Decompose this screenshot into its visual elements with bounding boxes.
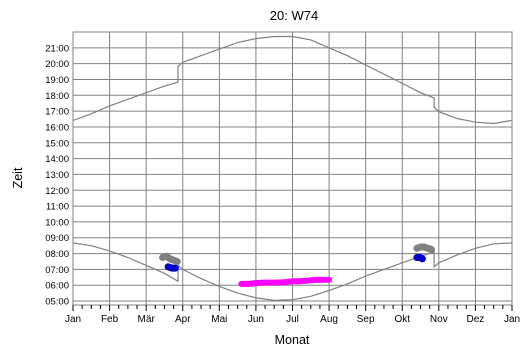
x-tick-label: Jul <box>286 314 299 325</box>
gray-cluster <box>413 243 435 254</box>
x-tick-label: Jan <box>65 314 81 325</box>
sunset-line <box>72 35 513 125</box>
y-tick-label: 17:00 <box>45 107 69 118</box>
blue-cluster <box>413 254 426 263</box>
x-tick-label: Feb <box>101 314 119 325</box>
x-axis-label: Monat <box>275 333 310 347</box>
y-tick-label: 12:00 <box>45 186 69 197</box>
y-tick-label: 15:00 <box>45 138 69 149</box>
x-ticks: Jan Feb Mär Apr Mai Jun Jul Aug Sep Okt Nov Dez Jan <box>65 305 520 325</box>
x-tick-label: Jun <box>248 314 264 325</box>
sunrise-line <box>72 242 513 301</box>
y-tick-label: 21:00 <box>45 43 69 54</box>
x-tick-label: Nov <box>430 314 448 325</box>
y-tick-label: 16:00 <box>45 122 69 133</box>
x-tick-label: Okt <box>394 314 410 325</box>
x-tick-label: Mai <box>211 314 227 325</box>
y-tick-label: 11:00 <box>46 202 69 213</box>
x-tick-label: Aug <box>320 314 338 325</box>
x-tick-label: Dez <box>467 314 485 325</box>
y-tick-label: 20:00 <box>45 59 69 70</box>
y-tick-label: 18:00 <box>45 91 69 102</box>
x-tick-label: Jan <box>504 314 520 325</box>
x-tick-label: Apr <box>175 314 191 325</box>
y-tick-label: 07:00 <box>45 265 69 276</box>
grid <box>72 32 513 305</box>
y-tick-label: 09:00 <box>45 233 69 244</box>
y-tick-label: 14:00 <box>45 154 69 165</box>
series-lines <box>72 35 513 301</box>
y-tick-label: 10:00 <box>45 217 69 228</box>
x-tick-label: Sep <box>357 314 375 325</box>
magenta-cluster <box>238 276 333 287</box>
blue-cluster <box>164 263 179 272</box>
y-tick-label: 06:00 <box>45 281 69 292</box>
y-tick-label: 19:00 <box>45 75 69 86</box>
gray-cluster <box>159 252 181 265</box>
y-tick-label: 08:00 <box>45 249 69 260</box>
y-tick-label: 05:00 <box>45 297 69 308</box>
x-tick-label: Mär <box>138 314 156 325</box>
y-ticks: 05:00 06:00 07:00 08:00 09:00 10:00 11:00 12:00… <box>45 43 69 307</box>
chart-title: 20: W74 <box>270 8 318 23</box>
y-tick-label: 13:00 <box>45 170 69 181</box>
y-axis-label: Zeit <box>11 167 25 188</box>
data-clusters <box>159 243 435 287</box>
